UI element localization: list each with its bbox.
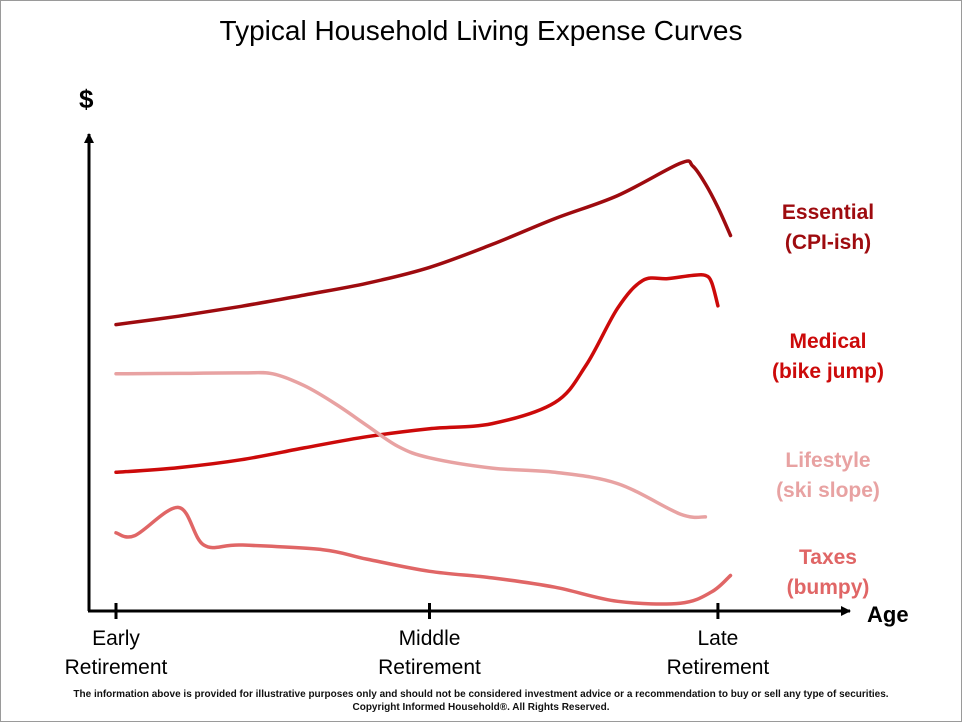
essential-legend-label: Essential	[782, 201, 874, 224]
x-tick-label-1-1: Retirement	[378, 656, 481, 679]
taxes-series-line	[114, 505, 733, 606]
medical-legend-label: Medical	[789, 330, 866, 353]
x-axis-label: Age	[867, 602, 909, 627]
x-tick-label-2-0: Late	[697, 627, 738, 650]
x-tick-label-0-0: Early	[92, 627, 140, 650]
medical-series-line	[114, 272, 720, 475]
lifestyle-legend-label: Lifestyle	[785, 449, 870, 472]
copyright-text: Copyright Informed Household®. All Right…	[352, 702, 610, 713]
taxes-legend-label: Taxes	[799, 546, 857, 569]
x-tick-label-2-1: Retirement	[667, 656, 770, 679]
lifestyle-legend-note: (ski slope)	[776, 479, 880, 502]
essential-series-line	[114, 159, 733, 327]
chart-title: Typical Household Living Expense Curves	[220, 15, 743, 46]
x-tick-label-0-1: Retirement	[65, 656, 168, 679]
medical-legend-note: (bike jump)	[772, 360, 884, 383]
essential-legend-note: (CPI-ish)	[785, 231, 871, 254]
taxes-legend-note: (bumpy)	[787, 576, 870, 599]
x-tick-label-1-0: Middle	[399, 627, 461, 650]
disclaimer-text: The information above is provided for il…	[73, 689, 889, 700]
lifestyle-series-line	[114, 370, 708, 520]
y-axis-label: $	[79, 84, 94, 114]
